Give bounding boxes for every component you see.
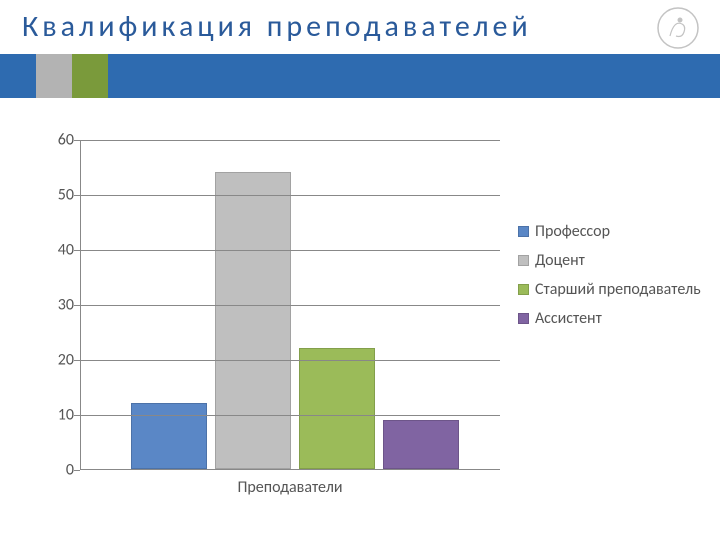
header-accent-bar <box>0 54 720 98</box>
header-square-2 <box>36 54 72 98</box>
gridline <box>81 250 500 251</box>
y-tick-mark <box>74 250 80 251</box>
legend-label: Старший преподаватель <box>535 280 701 299</box>
gridline <box>81 360 500 361</box>
gridline <box>81 140 500 141</box>
y-tick-mark <box>74 305 80 306</box>
y-tick-label: 0 <box>40 461 74 480</box>
legend-swatch <box>518 226 529 237</box>
legend-item: Старший преподаватель <box>518 280 701 299</box>
bar-ассистент <box>383 420 459 470</box>
y-tick-mark <box>74 360 80 361</box>
y-tick-mark <box>74 415 80 416</box>
plot-area <box>80 140 500 470</box>
legend-swatch <box>518 255 529 266</box>
y-tick-mark <box>74 470 80 471</box>
x-axis-label: Преподаватели <box>80 478 500 497</box>
header-square-3 <box>72 54 108 98</box>
gridline <box>81 195 500 196</box>
legend-item: Ассистент <box>518 309 701 328</box>
y-tick-label: 40 <box>40 241 74 260</box>
y-tick-label: 50 <box>40 186 74 205</box>
legend-label: Профессор <box>535 222 610 241</box>
y-tick-label: 10 <box>40 406 74 425</box>
y-tick-mark <box>74 140 80 141</box>
header-strip <box>108 54 720 98</box>
hse-logo-icon <box>656 6 700 50</box>
y-tick-label: 60 <box>40 131 74 150</box>
bar-доцент <box>215 172 291 469</box>
y-tick-label: 20 <box>40 351 74 370</box>
header-square-1 <box>0 54 36 98</box>
y-tick-label: 30 <box>40 296 74 315</box>
legend: Профессор Доцент Старший преподаватель Асси… <box>518 222 701 338</box>
legend-swatch <box>518 313 529 324</box>
y-tick-mark <box>74 195 80 196</box>
gridline <box>81 305 500 306</box>
legend-swatch <box>518 284 529 295</box>
legend-label: Доцент <box>535 251 585 270</box>
bar-старший-преподаватель <box>299 348 375 469</box>
gridline <box>81 415 500 416</box>
slide-title: Квалификация преподавателей <box>22 8 532 45</box>
legend-item: Доцент <box>518 251 701 270</box>
legend-label: Ассистент <box>535 309 602 328</box>
chart-container: Преподаватели ПрофессорДоцентСтарший пре… <box>40 140 680 520</box>
legend-item: Профессор <box>518 222 701 241</box>
bar-профессор <box>131 403 207 469</box>
